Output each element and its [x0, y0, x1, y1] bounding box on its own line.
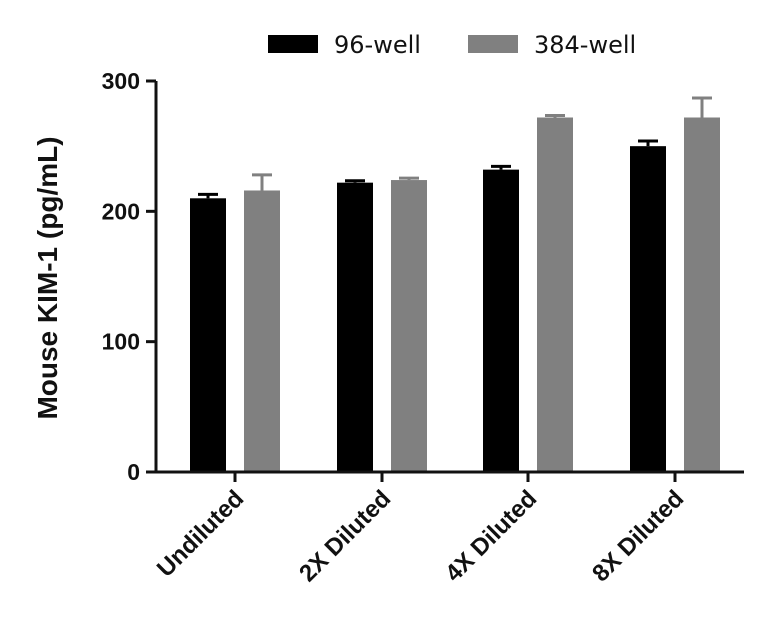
- bar-96-well-undiluted: [190, 198, 226, 473]
- bar-96-well-4x-diluted: [483, 169, 519, 473]
- legend-label-96-well: 96-well: [334, 31, 421, 59]
- legend-label-384-well: 384-well: [534, 31, 636, 59]
- bar-384-well-undiluted: [244, 190, 280, 473]
- bars: [190, 117, 720, 473]
- legend: 96-well 384-well: [268, 31, 636, 59]
- x-tick-label: 2X Diluted: [294, 485, 396, 587]
- y-tick-label: 300: [102, 68, 140, 94]
- bar-96-well-8x-diluted: [630, 146, 666, 472]
- x-tick-label: Undiluted: [152, 485, 249, 582]
- y-tick-label: 100: [102, 329, 140, 355]
- bar-96-well-2x-diluted: [337, 182, 373, 472]
- x-tick-label: 4X Diluted: [440, 485, 542, 587]
- legend-swatch-96-well: [268, 35, 318, 53]
- x-tick-label: 8X Diluted: [587, 485, 689, 587]
- legend-swatch-384-well: [468, 35, 518, 53]
- x-axis-ticks: Undiluted 2X Diluted 4X Diluted 8X Diluted: [152, 472, 689, 587]
- bar-384-well-2x-diluted: [391, 180, 427, 472]
- y-tick-label: 200: [102, 198, 140, 224]
- y-axis-title: Mouse KIM-1 (pg/mL): [32, 136, 63, 419]
- error-bars: [198, 96, 712, 199]
- y-tick-label: 0: [127, 459, 140, 485]
- bar-384-well-4x-diluted: [537, 117, 573, 472]
- y-axis-ticks: 0 100 200 300: [102, 68, 156, 485]
- bar-384-well-8x-diluted: [684, 117, 720, 472]
